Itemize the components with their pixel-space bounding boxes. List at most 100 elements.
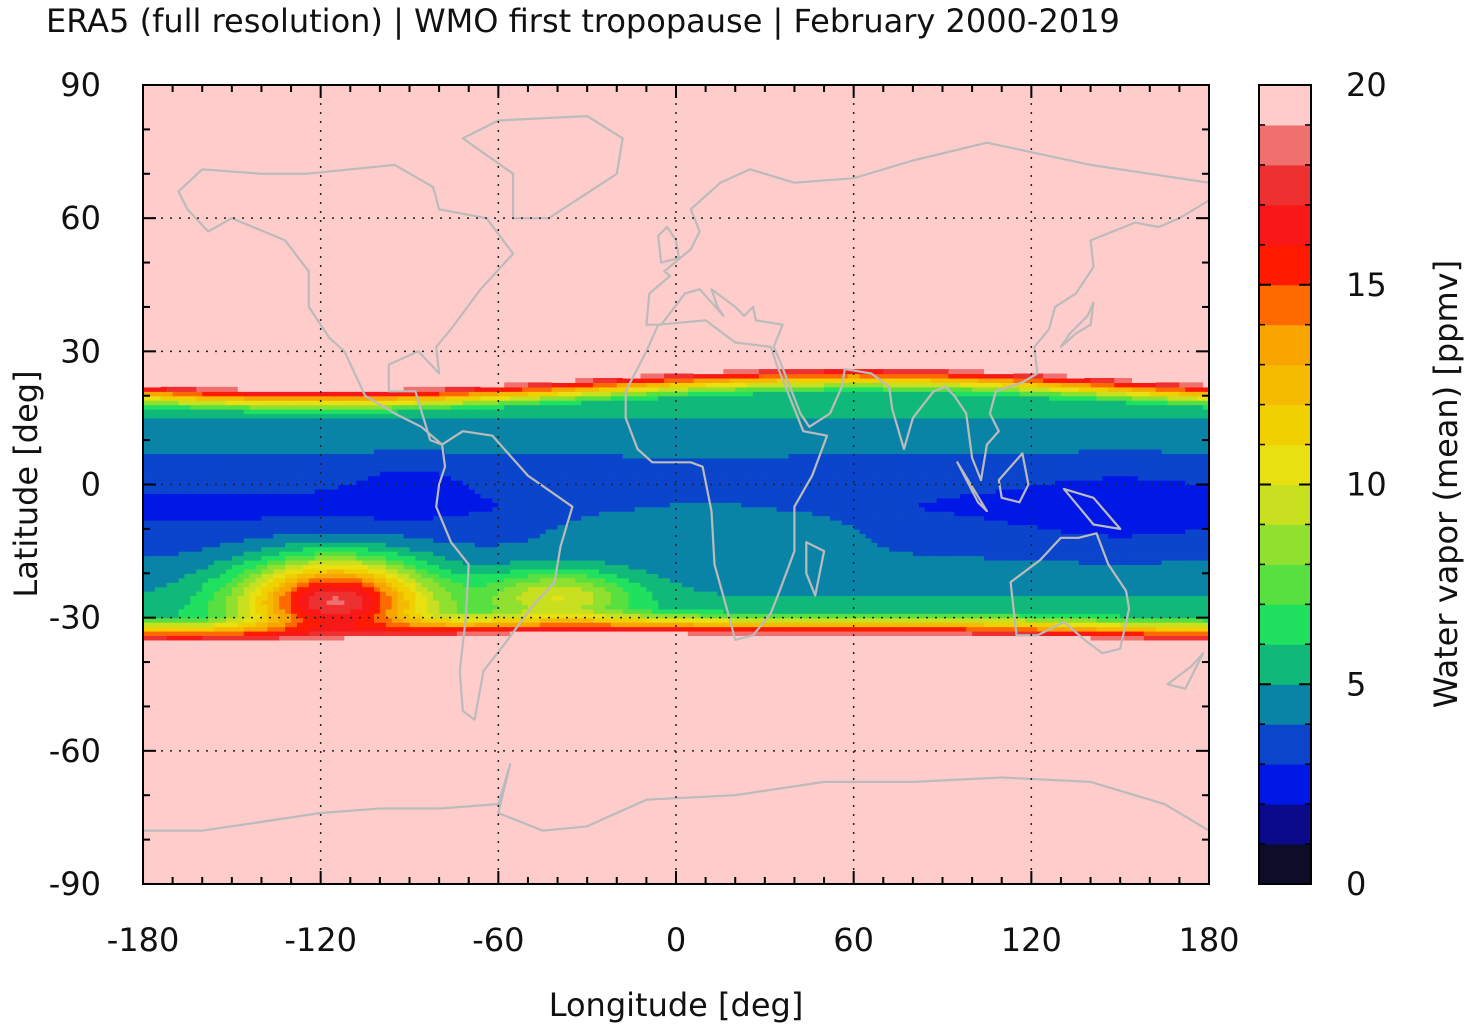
field-cell — [362, 630, 369, 637]
field-cell — [450, 559, 458, 565]
field-cell — [646, 493, 653, 499]
field-cell — [604, 475, 612, 481]
field-cell — [255, 542, 263, 548]
field-cell — [219, 426, 227, 432]
field-cell — [219, 533, 227, 539]
field-cell — [225, 395, 233, 401]
field-cell — [279, 471, 286, 477]
field-cell — [285, 391, 292, 397]
field-cell — [273, 506, 280, 512]
field-cell — [302, 497, 310, 503]
field-cell — [379, 635, 387, 641]
field-cell — [433, 413, 440, 419]
field-cell — [356, 493, 363, 499]
field-cell — [196, 546, 203, 552]
field-cell — [196, 395, 203, 401]
field-cell — [208, 599, 215, 605]
field-cell — [196, 599, 203, 605]
field-cell — [658, 546, 665, 552]
field-cell — [320, 404, 328, 410]
field-cell — [356, 426, 363, 432]
field-cell — [445, 586, 452, 592]
field-cell — [154, 413, 162, 419]
field-cell — [279, 493, 286, 499]
field-cell — [415, 431, 422, 437]
field-cell — [616, 488, 624, 494]
field-cell — [545, 582, 553, 588]
field-cell — [539, 440, 547, 446]
field-cell — [314, 506, 322, 512]
field-cell — [468, 466, 476, 472]
field-cell — [314, 542, 322, 548]
field-cell — [344, 608, 351, 614]
field-cell — [634, 413, 642, 419]
field-cell — [231, 395, 239, 401]
field-cell — [551, 568, 559, 574]
field-cell — [302, 511, 310, 517]
field-cell — [427, 613, 434, 619]
field-cell — [646, 502, 653, 508]
field-cell — [255, 626, 263, 632]
field-cell — [545, 466, 553, 472]
field-cell — [527, 422, 535, 428]
field-cell — [569, 457, 576, 463]
field-cell — [433, 400, 440, 406]
field-cell — [219, 506, 227, 512]
field-cell — [368, 617, 375, 623]
field-cell — [350, 440, 357, 446]
field-cell — [403, 435, 411, 441]
field-cell — [391, 444, 399, 450]
field-cell — [143, 431, 150, 437]
field-cell — [599, 555, 606, 561]
field-cell — [326, 453, 334, 459]
field-cell — [433, 391, 440, 397]
field-cell — [456, 457, 464, 463]
field-cell — [285, 577, 292, 583]
field-cell — [474, 537, 482, 543]
field-cell — [545, 520, 553, 526]
field-cell — [202, 595, 209, 601]
field-cell — [255, 462, 263, 468]
field-cell — [338, 520, 345, 526]
field-cell — [610, 506, 618, 512]
field-cell — [338, 413, 345, 419]
field-cell — [373, 422, 381, 428]
field-cell — [231, 506, 239, 512]
field-cell — [237, 462, 245, 468]
field-cell — [148, 604, 156, 610]
field-cell — [231, 630, 239, 637]
field-cell — [462, 484, 470, 490]
field-cell — [279, 422, 286, 428]
field-cell — [368, 608, 375, 614]
field-cell — [160, 595, 168, 601]
field-cell — [302, 422, 310, 428]
field-cell — [379, 471, 387, 477]
field-cell — [285, 395, 292, 401]
field-cell — [296, 480, 304, 486]
field-cell — [214, 613, 221, 619]
field-cell — [427, 488, 434, 494]
field-cell — [498, 546, 505, 552]
field-cell — [486, 453, 494, 459]
field-cell — [575, 626, 582, 632]
field-cell — [178, 475, 186, 481]
field-cell — [397, 604, 405, 610]
field-cell — [243, 617, 251, 623]
field-cell — [391, 435, 399, 441]
field-cell — [522, 528, 529, 534]
field-cell — [634, 404, 642, 410]
field-cell — [610, 417, 618, 423]
field-cell — [249, 453, 257, 459]
field-cell — [143, 515, 150, 521]
field-cell — [249, 422, 257, 428]
field-cell — [439, 613, 446, 619]
field-cell — [480, 524, 488, 530]
field-cell — [593, 506, 600, 512]
field-cell — [148, 515, 156, 521]
field-cell — [492, 559, 499, 565]
field-cell — [231, 542, 239, 548]
field-cell — [486, 582, 494, 588]
field-cell — [652, 382, 659, 388]
field-cell — [285, 617, 292, 623]
field-cell — [516, 630, 523, 637]
